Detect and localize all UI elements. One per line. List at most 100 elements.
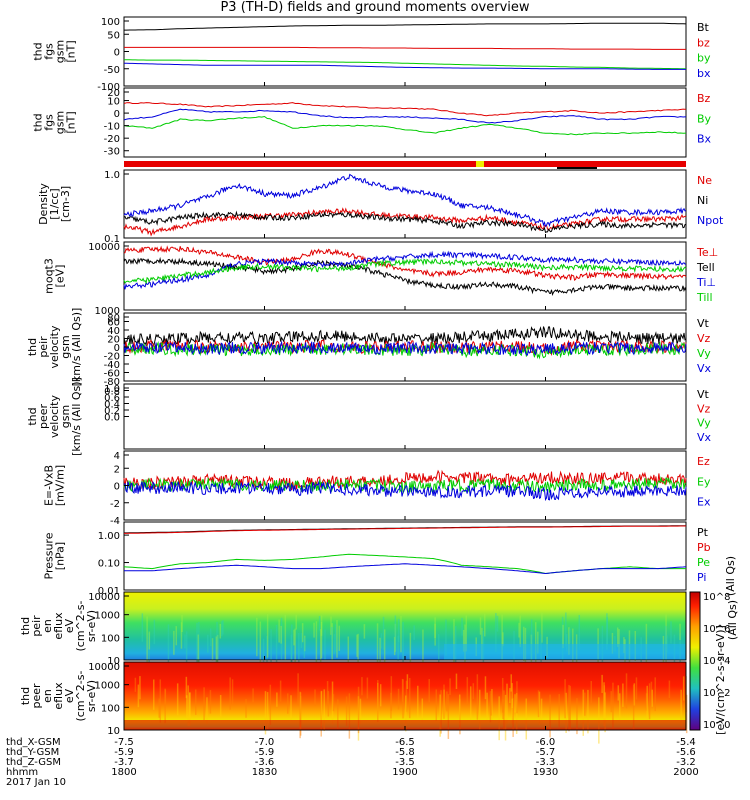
y-tick-label: 1000 [95,306,120,317]
spectrogram-streak [495,613,497,653]
spectrogram-streak [603,682,605,727]
spectrogram-streak [484,613,486,637]
y-axis-label: gsm [59,405,72,428]
spectrogram-streak [187,685,189,726]
spectrogram-streak [484,676,487,700]
y-axis-label: [cm-3] [59,186,72,222]
spectrogram-streak [303,635,306,652]
spectrogram-streak [176,683,179,716]
spectrogram-streak [146,616,148,663]
legend-exb-Ey: Ey [697,475,711,488]
spectrogram-streak [584,692,586,716]
y-axis-label: [km/s (All Qs)] [70,308,83,387]
legend-peer-velocity-Vx: Vx [697,431,712,444]
spectrogram-streak [337,699,339,729]
y-axis-label: thd [19,687,32,705]
spectrogram-streak [511,683,513,709]
spectrogram-streak [216,634,219,662]
y-axis-label: [nT] [65,40,78,62]
legend-exb-Ex: Ex [697,496,711,509]
series-pressure-Pb [124,525,686,534]
spectrogram-streak [185,676,188,699]
spectrogram-streak [606,617,609,645]
series-fgs-gsm-zoom-Bx [123,108,687,124]
y-axis-label: velocity [48,395,61,438]
panel-frame [123,87,687,158]
spectrogram-streak [206,697,208,724]
spectrogram-streak [335,624,337,653]
spectrogram-streak [195,689,197,715]
x-tick-label: -3.5 [395,757,415,768]
y-tick-label: 1.0 [104,384,120,395]
colorbar-label: [eV/(cm^2-s-sr-eV)] [714,625,727,735]
y-axis-label: [km/s (All Qs)] [70,377,83,456]
spectrogram-streak [266,635,268,676]
y-tick-label: -20 [104,352,120,363]
y-axis-label: eflux [52,682,65,710]
y-tick-label: -10 [104,122,120,133]
y-tick-label: 4 [114,451,120,462]
spectrogram-streak [297,673,299,706]
spectrogram-streak [447,694,450,739]
spectrogram-streak [402,621,404,668]
y-axis-label: [nT] [65,111,78,133]
spectrogram-streak [262,638,265,671]
spectrogram-streak [421,698,424,722]
legend-peer-velocity-Vy: Vy [697,417,711,430]
legend-pressure-Pt: Pt [697,526,709,539]
status-bar-flag [476,161,484,167]
spectrogram-streak [393,636,396,656]
y-axis-label: sr-eV) [85,610,98,642]
spectrogram-streak [561,616,564,663]
y-tick-label: 1.00 [98,531,120,542]
spectrogram-streak [153,679,155,710]
y-axis-label: (cm^2-s- [74,601,87,652]
legend-fgs-gsm-zoom-By: By [697,112,712,125]
spectrogram-streak [665,614,667,662]
y-tick-label: 100 [101,633,120,644]
spectrogram-streak [428,679,430,703]
spectrogram-streak [290,695,292,722]
spectrogram-streak [622,683,624,707]
y-axis-label: E=-VxB [43,465,56,506]
spectrogram-streak [618,629,620,659]
spectrogram-streak [287,693,289,714]
y-tick-label: 1.0 [104,170,120,181]
spectrogram-streak [603,685,606,701]
spectrogram-streak [379,637,381,675]
spectrogram-streak [189,692,191,723]
spectrogram-streak [611,632,614,654]
spectrogram-streak [278,619,280,643]
panel-frame [123,383,687,450]
spectrogram-streak [137,684,140,708]
y-axis-label: peer [30,683,43,709]
spectrogram-streak [222,620,224,635]
spectrogram-streak [276,692,278,707]
spectrogram-streak [158,698,160,718]
x-tick-label: 1830 [252,767,277,778]
spectrogram-streak [650,681,653,706]
spectrogram-streak [397,688,400,710]
spectrogram-streak [397,619,400,643]
spectrogram-streak [327,691,330,717]
y-tick-label: 0.0 [104,413,120,424]
spectrogram-streak [252,688,254,703]
legend-temperature-Te⊥: Te⊥ [696,246,718,259]
spectrogram-streak [413,625,415,641]
y-tick-label: 0.10 [98,559,120,570]
spectrogram-low-band [444,644,686,660]
spectrogram-streak [405,695,407,732]
spectrogram-streak [625,673,628,709]
spectrogram-streak [409,632,412,669]
spectrogram-streak [680,689,682,727]
spectrogram-streak [504,694,507,741]
spectrogram-streak [209,690,212,714]
spectrogram-streak [294,628,296,672]
spectrogram-streak [216,621,218,668]
series-peir-velocity-Vx [123,340,687,356]
spectrogram-streak [604,692,606,733]
series-fgs-gsm-bx [123,62,686,70]
y-axis-label: Pressure [43,532,56,579]
legend-temperature-Tell: Tell [696,261,715,274]
x-tick-label: -5.8 [395,747,415,758]
